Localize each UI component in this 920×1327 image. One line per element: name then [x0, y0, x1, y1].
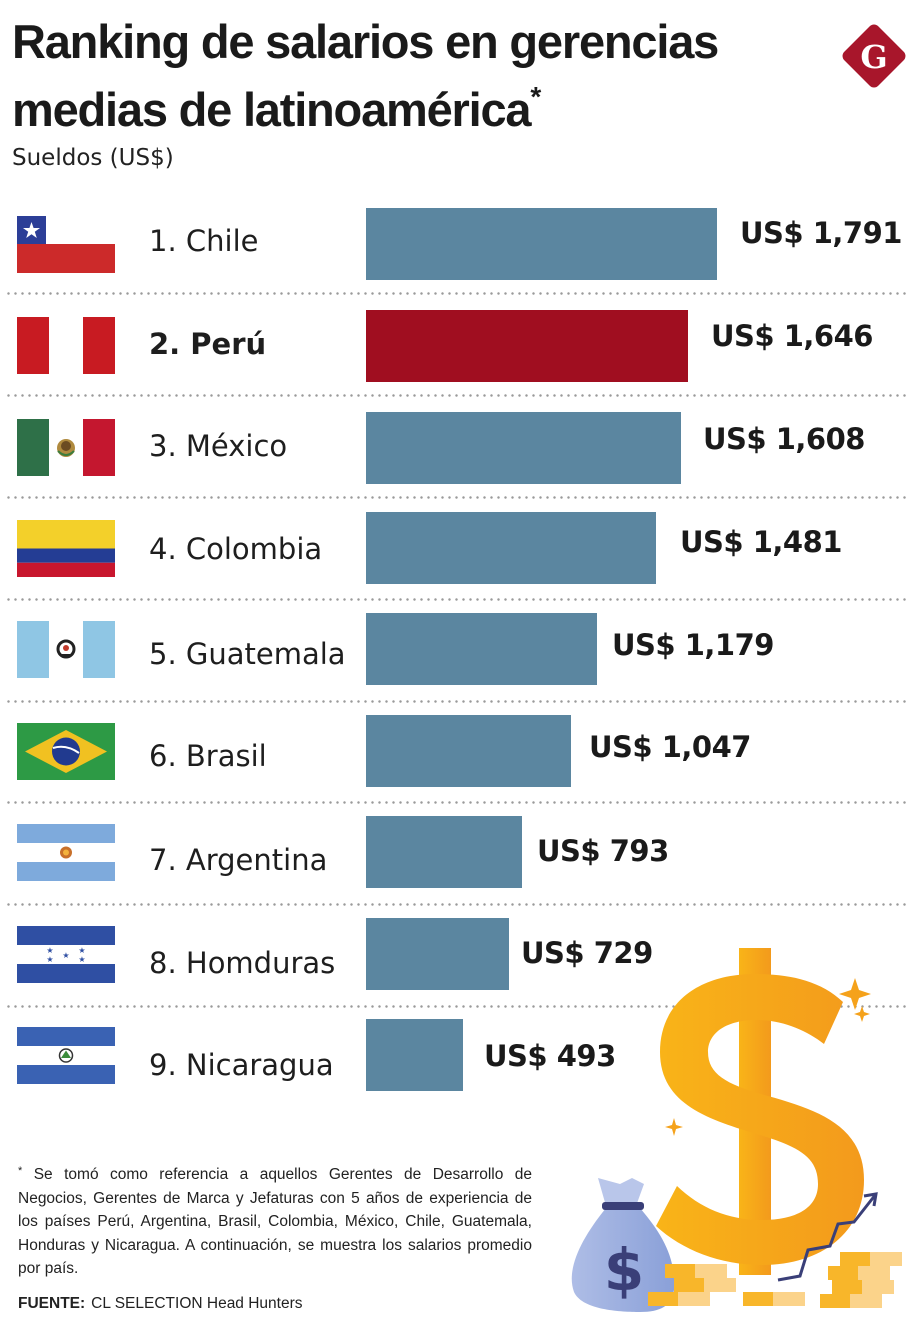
- brand-logo-icon: G: [838, 20, 910, 92]
- row-divider: [5, 1005, 908, 1008]
- row-divider: [5, 598, 908, 601]
- chart-title: Ranking de salarios en gerencias medias …: [12, 14, 842, 137]
- source-label: FUENTE:: [18, 1295, 86, 1312]
- brazil-flag-icon: [17, 723, 115, 780]
- svg-text:$: $: [604, 1236, 644, 1304]
- country-label: 1. Chile: [149, 224, 259, 258]
- bar-argentina: [366, 816, 522, 888]
- country-label: 5. Guatemala: [149, 637, 346, 671]
- footnote-text: Se tomó como referencia a aquellos Geren…: [18, 1166, 532, 1278]
- colombia-flag-icon: [17, 520, 115, 577]
- chart-row-peru: 2. Perú US$ 1,646: [0, 299, 920, 402]
- bar-chart: 1. Chile US$ 1,791 2. Perú US$ 1,646 3. …: [0, 196, 920, 1091]
- row-divider: [5, 801, 908, 804]
- bar-peru: [366, 310, 688, 382]
- sparkle-icon: [665, 978, 871, 1136]
- value-label: US$ 1,646: [711, 319, 873, 353]
- money-illustration: $: [560, 940, 920, 1327]
- coin-stacks-icon: [648, 1252, 902, 1308]
- bar-brasil: [366, 715, 571, 787]
- row-divider: [5, 394, 908, 397]
- value-label: US$ 1,608: [703, 422, 865, 456]
- peru-flag-icon: [17, 317, 115, 374]
- money-bag-icon: $: [571, 1178, 675, 1312]
- chart-row-mexico: 3. México US$ 1,608: [0, 402, 920, 505]
- chart-row-chile: 1. Chile US$ 1,791: [0, 196, 920, 299]
- country-label: 6. Brasil: [149, 739, 267, 773]
- chart-subtitle: Sueldos (US$): [12, 145, 174, 171]
- svg-text:★: ★: [78, 946, 85, 955]
- chart-row-argentina: 7. Argentina US$ 793: [0, 810, 920, 913]
- honduras-flag-icon: ★ ★ ★ ★ ★: [17, 926, 115, 983]
- country-label: 9. Nicaragua: [149, 1048, 334, 1082]
- svg-text:★: ★: [46, 955, 53, 964]
- country-label: 8. Homduras: [149, 946, 336, 980]
- svg-text:★: ★: [46, 946, 53, 955]
- country-label: 4. Colombia: [149, 532, 323, 566]
- svg-text:★: ★: [78, 955, 85, 964]
- bar-colombia: [366, 512, 656, 584]
- value-label: US$ 1,791: [740, 216, 902, 250]
- bar-honduras: [366, 918, 509, 990]
- country-label: 7. Argentina: [149, 843, 328, 877]
- bar-guatemala: [366, 613, 597, 685]
- title-line-1: Ranking de salarios en gerencias: [12, 15, 719, 68]
- bar-mexico: [366, 412, 681, 484]
- footnote: * Se tomó como referencia a aquellos Ger…: [18, 1160, 532, 1281]
- chart-row-honduras: ★ ★ ★ ★ ★ 8. Homduras US$ 729: [0, 912, 920, 1015]
- value-label: US$ 1,179: [612, 628, 774, 662]
- value-label: US$ 729: [521, 936, 653, 970]
- svg-text:★: ★: [62, 951, 69, 960]
- value-label: US$ 1,481: [680, 525, 842, 559]
- source-text: CL SELECTION Head Hunters: [91, 1295, 303, 1312]
- chart-row-nicaragua: 9. Nicaragua US$ 493: [0, 1013, 920, 1116]
- rising-arrow-icon: [777, 1192, 878, 1282]
- value-label: US$ 793: [537, 834, 669, 868]
- guatemala-flag-icon: [17, 621, 115, 678]
- chart-row-brasil: 6. Brasil US$ 1,047: [0, 708, 920, 811]
- row-divider: [5, 700, 908, 703]
- svg-text:G: G: [860, 38, 887, 76]
- dollar-sign-icon: [656, 948, 864, 1275]
- chart-row-colombia: 4. Colombia US$ 1,481: [0, 505, 920, 608]
- chile-flag-icon: [17, 216, 115, 273]
- chart-row-guatemala: 5. Guatemala US$ 1,179: [0, 607, 920, 710]
- bar-chile: [366, 208, 717, 280]
- title-line-2: medias de latinoamérica*: [12, 81, 542, 136]
- argentina-flag-icon: [17, 824, 115, 881]
- row-divider: [5, 496, 908, 499]
- value-label: US$ 1,047: [589, 730, 751, 764]
- source-credit: FUENTE: CL SELECTION Head Hunters: [18, 1295, 303, 1313]
- nicaragua-flag-icon: [17, 1027, 115, 1084]
- country-label: 2. Perú: [149, 327, 267, 361]
- country-label: 3. México: [149, 429, 288, 463]
- row-divider: [5, 292, 908, 295]
- value-label: US$ 493: [484, 1039, 616, 1073]
- footnote-marker: *: [18, 1165, 23, 1177]
- title-asterisk: *: [530, 81, 542, 112]
- mexico-flag-icon: [17, 419, 115, 476]
- bar-nicaragua: [366, 1019, 463, 1091]
- row-divider: [5, 903, 908, 906]
